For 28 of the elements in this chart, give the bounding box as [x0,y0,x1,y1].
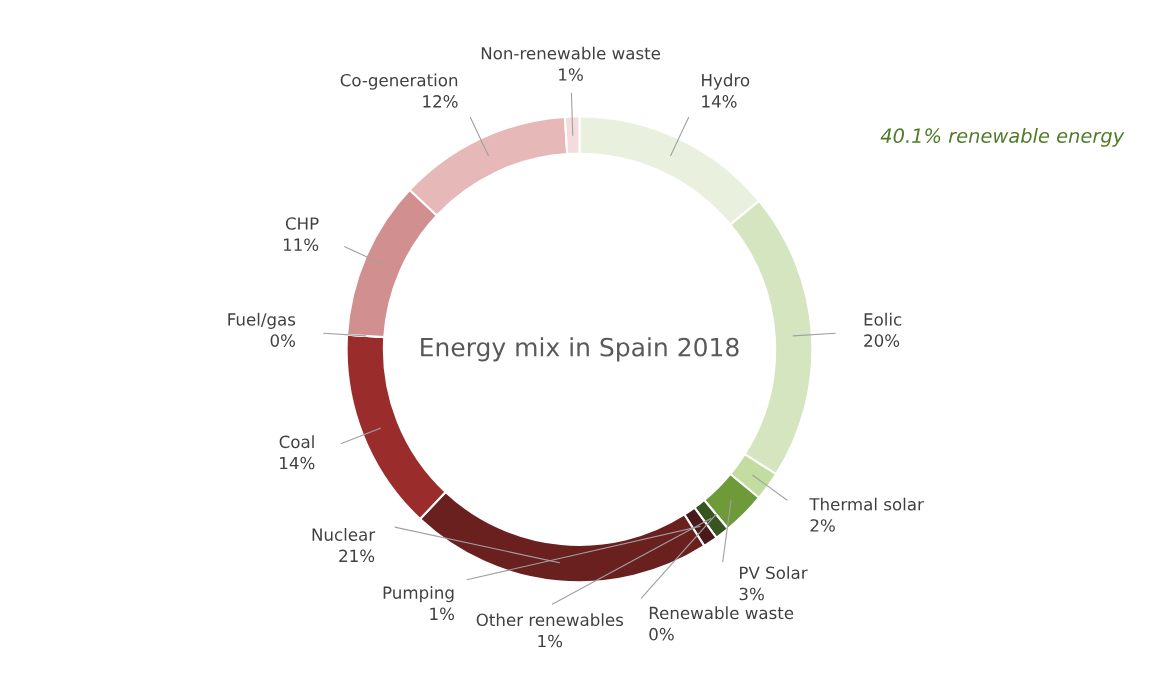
data-label: 20% [864,334,900,347]
slice-label: Thermal solar [809,497,924,511]
slice-label: PV Solar [740,566,808,580]
data-label: 14% [280,456,315,470]
data-label: 21% [339,549,375,563]
text: 0% [649,627,674,641]
data-label: 12% [423,95,458,108]
data-label: 1% [538,634,563,648]
slice-label: CHP [285,217,319,230]
data-label: 1% [430,607,455,621]
slice-label: Other renewables [476,613,624,627]
data-label: 3% [739,587,764,601]
data-label: 1% [559,68,583,81]
slice-label: Coal [279,435,314,449]
slice-label: Co-generation [340,73,458,90]
category-label: Renewable waste [649,606,794,620]
data-label: 14% [702,95,737,108]
slice-label: Hydro [702,73,750,90]
data-label: 2% [810,519,835,532]
data-label: 11% [283,238,319,252]
category-label: Fuel/gas [228,312,296,329]
slice-label: Nuclear [312,528,376,541]
slice-label: Non-renewable waste [481,46,661,60]
text: Energy mix in Spain 2018 [421,337,739,362]
slice-label: Eolic [864,312,902,326]
text: 0% [270,334,296,347]
slice-label: Pumping [383,586,454,603]
text: 40.1% renewable energy [880,127,1125,147]
